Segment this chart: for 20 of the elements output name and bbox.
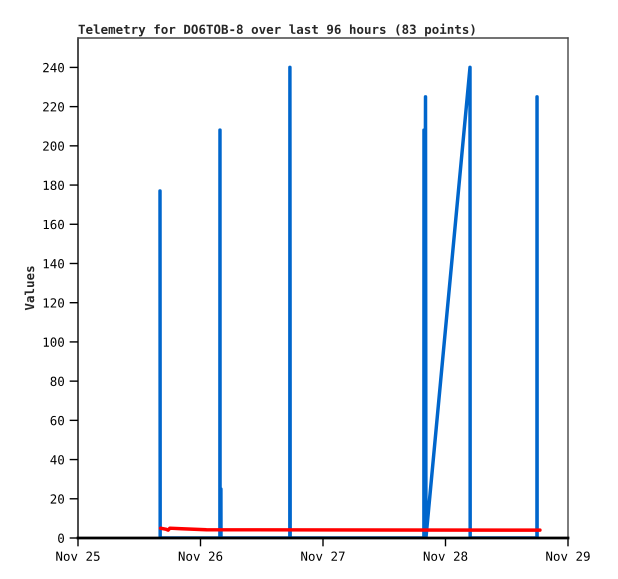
y-tick-label: 0 (58, 534, 64, 543)
y-tick-label: 100 (44, 337, 64, 347)
y-axis-title: Values (24, 266, 34, 310)
x-tick-label: Nov 28 (424, 551, 468, 561)
y-tick-label: 60 (50, 416, 64, 426)
y-tick-label: 140 (44, 258, 64, 268)
y-tick-label: 40 (50, 455, 64, 465)
y-tick-label: 200 (43, 141, 64, 151)
y-tick-label: 220 (43, 102, 64, 112)
x-tick-label: Nov 25 (56, 551, 100, 561)
x-tick-label: Nov 26 (178, 551, 222, 561)
y-tick-label: 180 (44, 180, 64, 190)
y-tick-label: 80 (50, 376, 64, 386)
y-tick-label: 160 (44, 220, 64, 230)
chart-title: Telemetry for DO6TOB-8 over last 96 hours (83 points) (78, 24, 475, 36)
y-tick-label: 120 (44, 298, 64, 308)
y-tick-label: 20 (50, 494, 64, 504)
x-tick-label: Nov 29 (546, 551, 590, 561)
x-tick-label: Nov 27 (301, 551, 345, 561)
y-tick-label: 240 (43, 62, 64, 72)
